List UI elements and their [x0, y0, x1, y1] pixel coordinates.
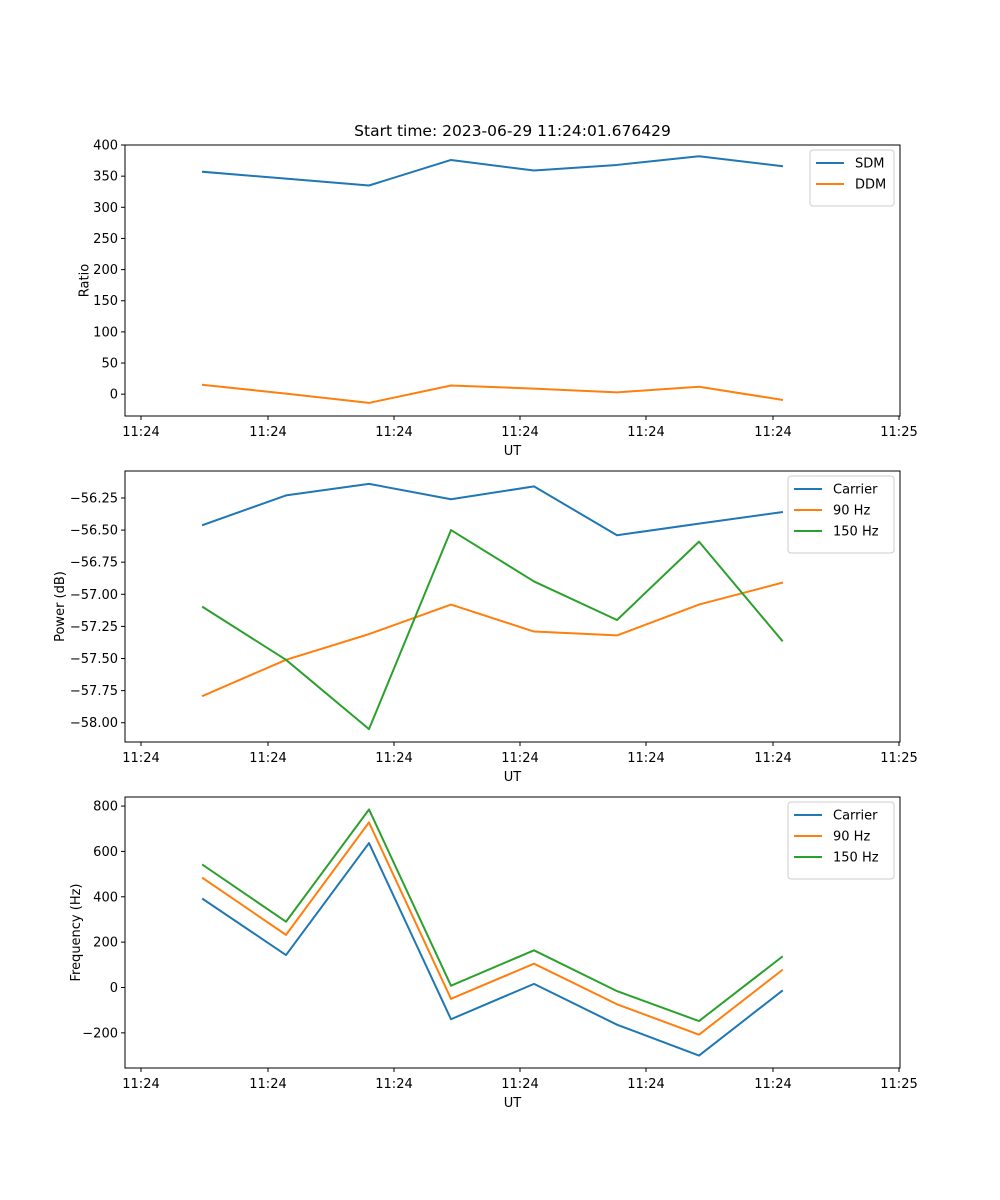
x-tick-label: 11:24 — [375, 751, 412, 766]
series-line-150-hz — [201, 529, 784, 731]
x-tick-label: 11:24 — [627, 751, 664, 766]
series-line-carrier — [201, 482, 784, 537]
y-axis-label: Ratio — [77, 264, 92, 297]
y-tick-label: 150 — [93, 294, 118, 309]
legend: Carrier 90 Hz 150 Hz — [787, 475, 895, 554]
series-line-sdm — [201, 155, 784, 187]
series-line-150-hz — [201, 808, 784, 1023]
chart-panel-1: Start time: 2023-06-29 11:24:01.676429 11… — [77, 122, 917, 459]
x-tick-label: 11:24 — [501, 425, 538, 440]
y-tick-label: 200 — [93, 263, 118, 278]
legend-entry: Carrier — [833, 483, 878, 498]
series-line-90-hz — [201, 821, 784, 1036]
legend-entry: 150 Hz — [833, 851, 879, 866]
y-tick-label: −56.25 — [70, 491, 118, 506]
x-tick-label: 11:24 — [754, 751, 791, 766]
legend-entry: Carrier — [833, 809, 878, 824]
plot-area — [124, 796, 901, 1069]
x-tick-label: 11:25 — [880, 751, 917, 766]
x-tick-label: 11:24 — [627, 425, 664, 440]
y-tick-label: 800 — [93, 800, 118, 815]
x-tick-label: 11:24 — [249, 751, 286, 766]
y-tick-label: −57.75 — [70, 684, 118, 699]
legend: SDM DDM — [809, 149, 895, 207]
y-tick-label: −57.50 — [70, 652, 118, 667]
series-line-carrier — [201, 842, 784, 1057]
x-tick-label: 11:24 — [249, 1077, 286, 1092]
legend: Carrier 90 Hz 150 Hz — [787, 801, 895, 880]
y-tick-label: 250 — [93, 232, 118, 247]
y-tick-label: 100 — [93, 325, 118, 340]
x-tick-label: 11:24 — [122, 425, 159, 440]
legend-box — [787, 475, 895, 554]
chart-panel-3: 11:24 11:24 11:24 11:24 11:24 11:24 11:25 UT −20… — [69, 796, 918, 1111]
legend-entry: 150 Hz — [833, 525, 879, 540]
y-tick-label: 400 — [93, 139, 118, 154]
y-tick-label: 400 — [93, 890, 118, 905]
plot-area — [124, 144, 901, 417]
x-tick-label: 11:24 — [754, 425, 791, 440]
series-line-90-hz — [201, 581, 784, 698]
x-tick-label: 11:24 — [627, 1077, 664, 1092]
x-tick-label: 11:24 — [375, 1077, 412, 1092]
legend-entry: SDM — [855, 157, 884, 172]
y-tick-label: −56.75 — [70, 556, 118, 571]
y-tick-label: 600 — [93, 845, 118, 860]
x-axis-label: UT — [504, 444, 522, 459]
y-tick-label: 300 — [93, 201, 118, 216]
y-axis-label: Frequency (Hz) — [69, 883, 84, 981]
x-tick-label: 11:25 — [880, 1077, 917, 1092]
x-axis-label: UT — [504, 1096, 522, 1111]
x-tick-label: 11:24 — [122, 751, 159, 766]
y-tick-label: 350 — [93, 170, 118, 185]
x-axis-label: UT — [504, 770, 522, 785]
x-tick-label: 11:24 — [501, 1077, 538, 1092]
y-tick-label: −57.00 — [70, 588, 118, 603]
y-tick-label: 0 — [110, 981, 118, 996]
x-tick-label: 11:24 — [754, 1077, 791, 1092]
plot-area — [124, 470, 901, 743]
y-tick-label: 200 — [93, 936, 118, 951]
y-axis-label: Power (dB) — [53, 571, 68, 642]
legend-entry: DDM — [855, 178, 886, 193]
y-tick-label: 0 — [110, 388, 118, 403]
y-tick-label: −56.50 — [70, 524, 118, 539]
legend-entry: 90 Hz — [833, 504, 870, 519]
y-tick-label: −57.25 — [70, 620, 118, 635]
x-tick-label: 11:24 — [501, 751, 538, 766]
y-tick-label: 50 — [101, 357, 118, 372]
chart-title: Start time: 2023-06-29 11:24:01.676429 — [354, 122, 671, 140]
chart-panel-2: 11:24 11:24 11:24 11:24 11:24 11:24 11:25 UT −58… — [53, 470, 918, 785]
x-tick-label: 11:24 — [249, 425, 286, 440]
legend-entry: 90 Hz — [833, 830, 870, 845]
y-tick-label: −200 — [82, 1026, 118, 1041]
y-tick-label: −58.00 — [70, 716, 118, 731]
x-tick-label: 11:24 — [375, 425, 412, 440]
x-tick-label: 11:25 — [880, 425, 917, 440]
series-line-ddm — [201, 383, 784, 404]
x-tick-label: 11:24 — [122, 1077, 159, 1092]
legend-box — [787, 801, 895, 880]
